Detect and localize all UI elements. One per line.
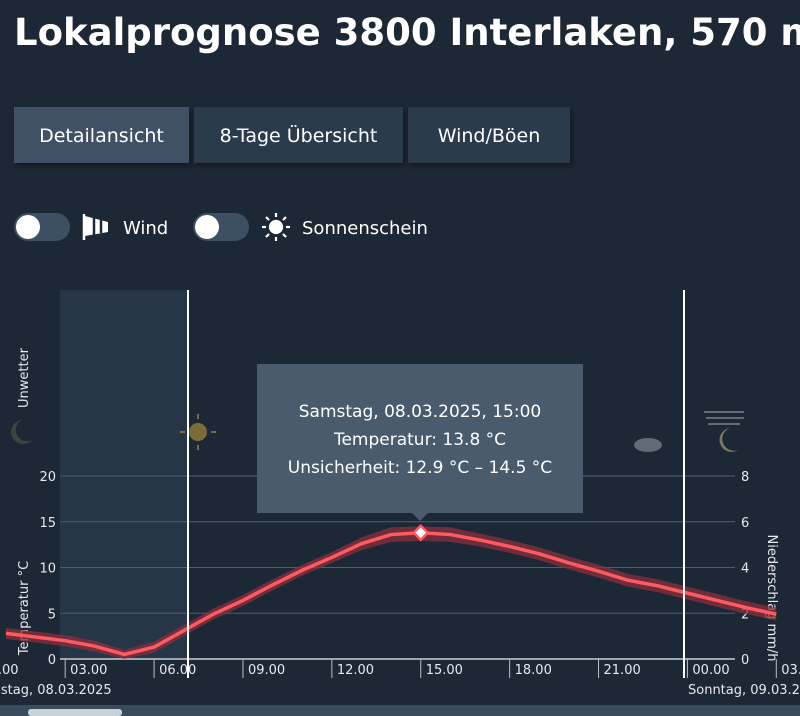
- page-title: Lokalprognose 3800 Interlaken, 570 m: [14, 11, 800, 54]
- x-tick-label: 03.00: [70, 663, 107, 678]
- x-tick-label: 06.00: [159, 663, 196, 678]
- tab-active[interactable]: [14, 107, 189, 163]
- toggle-knob[interactable]: [195, 215, 219, 239]
- y2-tick-label: 0: [741, 653, 749, 668]
- tooltip-line: Unsicherheit: 12.9 °C – 14.5 °C: [288, 458, 552, 478]
- scrollbar[interactable]: [0, 705, 800, 716]
- toggle-knob[interactable]: [16, 215, 40, 239]
- tab-label[interactable]: Wind/Böen: [438, 125, 541, 147]
- tab-label[interactable]: Detailansicht: [39, 125, 164, 147]
- y2-tick-label: 6: [741, 516, 749, 531]
- tooltip-pointer: [412, 513, 428, 521]
- y-tick-label: 20: [39, 470, 56, 485]
- side-label: Unwetter: [17, 347, 32, 408]
- y2-axis-label: Niederschlag mm/h: [764, 535, 779, 662]
- tooltip: Samstag, 08.03.2025, 15:00 Temperatur: 1…: [257, 364, 583, 521]
- x-tick-label: 12.00: [337, 663, 374, 678]
- y2-tick-label: 4: [741, 562, 749, 577]
- night-shade: [60, 290, 188, 659]
- day-label: Sonntag, 09.03.2025: [688, 683, 800, 698]
- temperature-line: [5, 530, 777, 657]
- x-tick-label: 21.00: [604, 663, 641, 678]
- scrollbar-thumb[interactable]: [28, 709, 122, 716]
- toggle-label[interactable]: Sonnenschein: [302, 218, 428, 239]
- x-tick-label: 03.00: [781, 663, 800, 678]
- y2-tick-label: 2: [741, 607, 749, 622]
- toggle-label[interactable]: Wind: [123, 218, 168, 239]
- x-tick-label: 00.00: [692, 663, 729, 678]
- tab[interactable]: [408, 107, 570, 163]
- uncertainty-band: [5, 526, 777, 659]
- tooltip-box: [257, 364, 583, 513]
- y-tick-label: 10: [39, 562, 56, 577]
- plot: [5, 526, 777, 659]
- y-tick-label: 5: [48, 607, 56, 622]
- tooltip-line: Samstag, 08.03.2025, 15:00: [299, 402, 541, 422]
- highlight-point: [411, 523, 430, 542]
- tab[interactable]: [194, 107, 403, 163]
- y-tick-label: 0: [48, 653, 56, 668]
- wind-icon: [82, 214, 108, 240]
- x-tick-label: 15.00: [426, 663, 463, 678]
- tooltip-line: Temperatur: 13.8 °C: [333, 430, 506, 450]
- y-axis-label: Temperatur °C: [17, 561, 32, 656]
- x-tick-label: 18.00: [515, 663, 552, 678]
- y-tick-label: 15: [39, 516, 56, 531]
- tab-label[interactable]: 8-Tage Übersicht: [220, 124, 378, 147]
- x-tick-label: 00.00: [0, 663, 19, 678]
- day-label: Samstag, 08.03.2025: [0, 683, 112, 698]
- weather-icons: [11, 410, 744, 452]
- x-tick-label: 09.00: [248, 663, 285, 678]
- y2-tick-label: 8: [741, 470, 749, 485]
- sun-icon: [262, 213, 290, 241]
